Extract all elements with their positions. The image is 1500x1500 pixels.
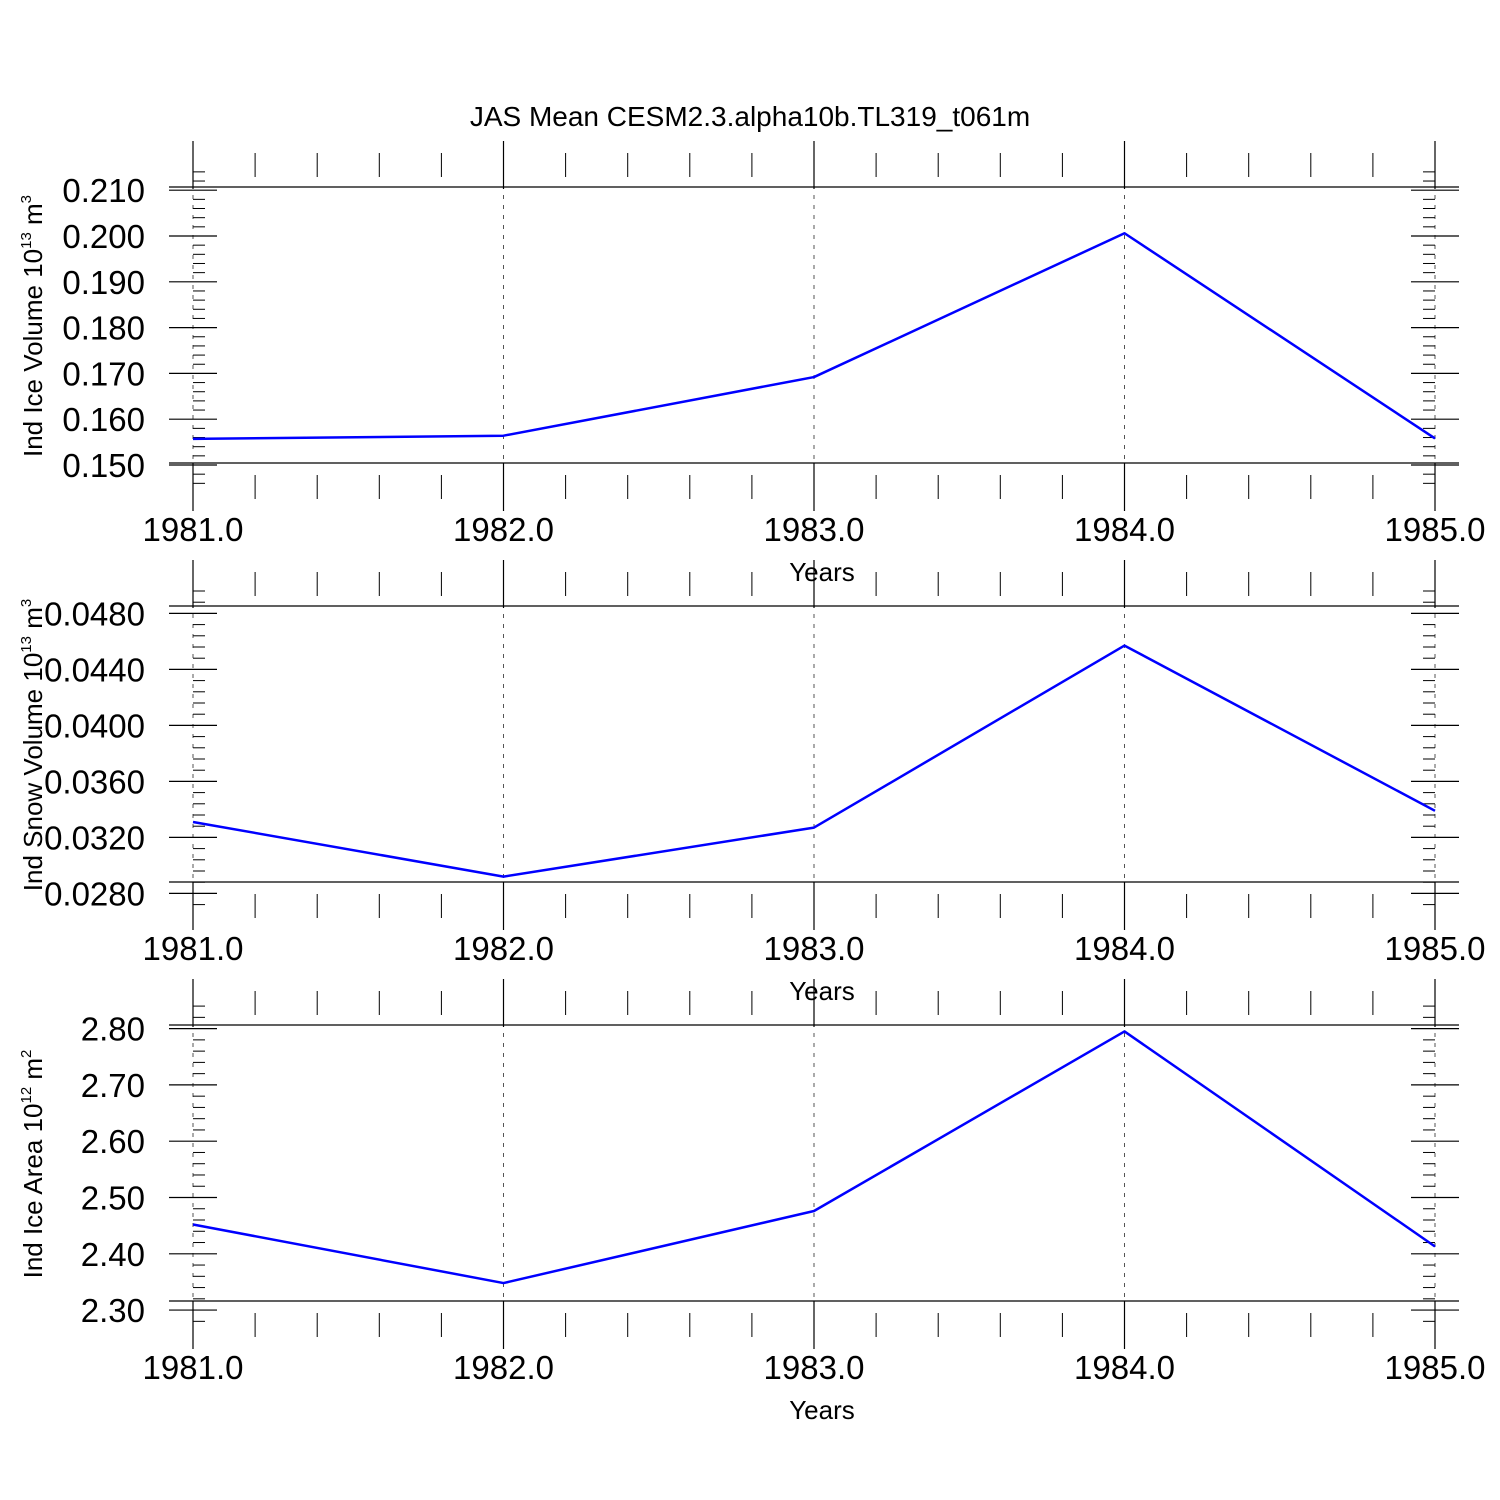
x-tick-label: 1982.0 [453, 1349, 554, 1386]
y-tick-label: 0.160 [62, 401, 145, 438]
y-tick-label: 0.170 [62, 355, 145, 392]
y-tick-label: 2.30 [81, 1292, 145, 1329]
x-tick-label: 1981.0 [143, 930, 244, 967]
panel-3: 1981.0 1982.0 1983.0 1984.0 1985.0 2.30 2.40 2.… [18, 979, 1485, 1425]
x-tick-label: 1983.0 [764, 1349, 865, 1386]
x-tick-label: 1985.0 [1385, 1349, 1486, 1386]
y-tick-label: 0.180 [62, 310, 145, 347]
x-tick-label: 1983.0 [764, 511, 865, 548]
series-line [192, 644, 1436, 878]
x-tick-label: 1982.0 [453, 511, 554, 548]
y-tick-label: 2.40 [81, 1236, 145, 1273]
y-axis-label: Ind Ice Volume 1013 m3 [18, 195, 48, 457]
x-tick-label: 1982.0 [453, 930, 554, 967]
y-axis-label: Ind Ice Area 1012 m2 [18, 1050, 48, 1279]
y-axis-label: Ind Snow Volume 1013 m3 [18, 599, 48, 891]
x-tick-label: 1985.0 [1385, 511, 1486, 548]
y-tick-label: 2.50 [81, 1179, 145, 1216]
figure-title: JAS Mean CESM2.3.alpha10b.TL319_t061m [470, 101, 1030, 132]
x-tick-label: 1981.0 [143, 511, 244, 548]
y-tick-label: 2.70 [81, 1067, 145, 1104]
x-tick-label: 1984.0 [1074, 930, 1175, 967]
y-tick-label: 0.150 [62, 447, 145, 484]
y-tick-label: 2.80 [81, 1011, 145, 1048]
y-tick-label: 0.0480 [44, 595, 145, 632]
y-tick-label: 0.0400 [44, 707, 145, 744]
x-tick-label: 1983.0 [764, 930, 865, 967]
x-axis-label: Years [789, 557, 855, 587]
y-tick-label: 0.210 [62, 172, 145, 209]
y-tick-label: 0.190 [62, 264, 145, 301]
x-tick-label: 1985.0 [1385, 930, 1486, 967]
y-tick-label: 0.0360 [44, 763, 145, 800]
y-tick-label: 0.200 [62, 218, 145, 255]
x-tick-label: 1984.0 [1074, 511, 1175, 548]
x-tick-label: 1981.0 [143, 1349, 244, 1386]
y-tick-label: 0.0280 [44, 875, 145, 912]
panel-1: 1981.0 1982.0 1983.0 1984.0 1985.0 0.150 0.160… [18, 141, 1485, 587]
x-tick-label: 1984.0 [1074, 1349, 1175, 1386]
panel-2: 1981.0 1982.0 1983.0 1984.0 1985.0 0.0280 0.03… [18, 560, 1485, 1006]
y-tick-label: 0.0440 [44, 651, 145, 688]
x-axis-label: Years [789, 976, 855, 1006]
x-axis-label: Years [789, 1395, 855, 1425]
y-tick-label: 0.0320 [44, 819, 145, 856]
y-tick-label: 2.60 [81, 1123, 145, 1160]
